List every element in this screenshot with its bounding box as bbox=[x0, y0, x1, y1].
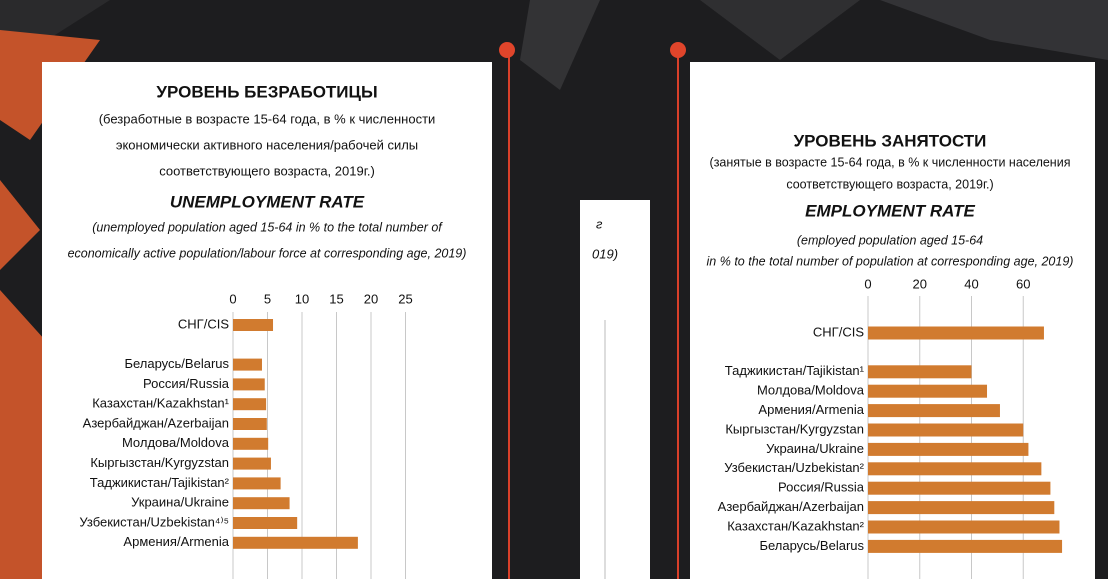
bar bbox=[868, 365, 972, 379]
shape bbox=[520, 0, 600, 90]
subtitle-en: (employed population aged 15-64 bbox=[797, 233, 983, 247]
subtitle-en: (unemployed population aged 15-64 in % t… bbox=[92, 220, 443, 234]
bar bbox=[233, 477, 281, 490]
bar bbox=[233, 497, 290, 510]
bar bbox=[868, 481, 1051, 495]
x-tick-label: 20 bbox=[364, 291, 378, 306]
bar bbox=[233, 319, 274, 331]
bar bbox=[868, 404, 1000, 418]
bar bbox=[233, 398, 267, 411]
subtitle-en: economically active population/labour fo… bbox=[68, 246, 467, 260]
x-tick-label: 10 bbox=[295, 291, 309, 306]
bar bbox=[868, 423, 1024, 437]
x-tick-label: 60 bbox=[1016, 276, 1030, 291]
y-tick-label: Казахстан/Kazakhstan² bbox=[727, 518, 864, 533]
bar bbox=[233, 437, 269, 450]
x-tick-label: 0 bbox=[864, 276, 871, 291]
y-tick-label: Азербайджан/Azerbaijan bbox=[83, 415, 229, 430]
shape bbox=[700, 0, 860, 60]
y-tick-label: Молдова/Moldova bbox=[757, 383, 865, 398]
x-tick-label: 0 bbox=[229, 291, 236, 306]
bar bbox=[868, 520, 1060, 534]
y-tick-label: Азербайджан/Azerbaijan bbox=[718, 499, 864, 514]
y-tick-label: Армения/Armenia bbox=[758, 402, 864, 417]
bar bbox=[868, 539, 1063, 553]
chart-title-en: EMPLOYMENT RATE bbox=[805, 201, 975, 220]
subtitle: (безработные в возрасте 15-64 года, в % … bbox=[99, 111, 436, 126]
fragment: г bbox=[596, 216, 603, 231]
y-tick-label: Узбекистан/Uzbekistan² bbox=[724, 460, 864, 475]
y-tick-label: Таджикистан/Tajikistan¹ bbox=[725, 363, 865, 378]
x-tick-label: 5 bbox=[264, 291, 271, 306]
bar bbox=[868, 326, 1044, 340]
chart-title-en: UNEMPLOYMENT RATE bbox=[170, 192, 365, 211]
y-tick-label: Россия/Russia bbox=[143, 376, 230, 391]
y-tick-label: Кыргызстан/Kyrgyzstan bbox=[90, 455, 229, 470]
y-tick-label: Беларусь/Belarus bbox=[759, 538, 864, 553]
chart-title: УРОВЕНЬ БЕЗРАБОТИЦЫ bbox=[156, 82, 377, 101]
y-tick-label: Таджикистан/Tajikistan² bbox=[90, 475, 230, 490]
y-tick-label: Украина/Ukraine bbox=[766, 441, 864, 456]
subtitle: (занятые в возрасте 15-64 года, в % к чи… bbox=[710, 155, 1071, 169]
bar bbox=[233, 536, 358, 549]
y-tick-label: СНГ/CIS bbox=[178, 316, 229, 331]
y-tick-label: Молдова/Moldova bbox=[122, 435, 230, 450]
bar bbox=[868, 501, 1055, 515]
y-tick-label: Россия/Russia bbox=[778, 480, 865, 495]
y-tick-label: Кыргызстан/Kyrgyzstan bbox=[725, 421, 864, 436]
subtitle: соответствующего возраста, 2019г.) bbox=[159, 163, 375, 178]
y-tick-label: СНГ/CIS bbox=[813, 324, 864, 339]
bar bbox=[233, 517, 298, 529]
accent-dot bbox=[499, 42, 515, 58]
y-tick-label: Украина/Ukraine bbox=[131, 495, 229, 510]
panel bbox=[580, 200, 650, 579]
shape bbox=[0, 180, 40, 270]
subtitle: соответствующего возраста, 2019г.) bbox=[786, 177, 993, 191]
x-tick-label: 20 bbox=[913, 276, 927, 291]
subtitle: экономически активного населения/рабочей… bbox=[116, 137, 418, 152]
fragment: 019) bbox=[592, 246, 618, 261]
x-tick-label: 40 bbox=[964, 276, 978, 291]
bar bbox=[233, 378, 265, 391]
x-tick-label: 25 bbox=[398, 291, 412, 306]
bar bbox=[868, 442, 1029, 456]
subtitle-en: in % to the total number of population a… bbox=[707, 254, 1074, 268]
x-tick-label: 15 bbox=[329, 291, 343, 306]
bar bbox=[233, 358, 262, 371]
bar bbox=[868, 462, 1042, 476]
y-tick-label: Казахстан/Kazakhstan¹ bbox=[92, 396, 229, 411]
accent-dot bbox=[670, 42, 686, 58]
shape bbox=[880, 0, 1108, 60]
y-tick-label: Узбекистан/Uzbekistan⁴⁾⁵ bbox=[79, 514, 229, 529]
y-tick-label: Армения/Armenia bbox=[123, 534, 229, 549]
chart-title: УРОВЕНЬ ЗАНЯТОСТИ bbox=[794, 131, 987, 150]
bar bbox=[868, 384, 988, 398]
bar bbox=[233, 457, 271, 470]
bar bbox=[233, 418, 267, 430]
shape bbox=[0, 290, 45, 579]
y-tick-label: Беларусь/Belarus bbox=[124, 356, 229, 371]
